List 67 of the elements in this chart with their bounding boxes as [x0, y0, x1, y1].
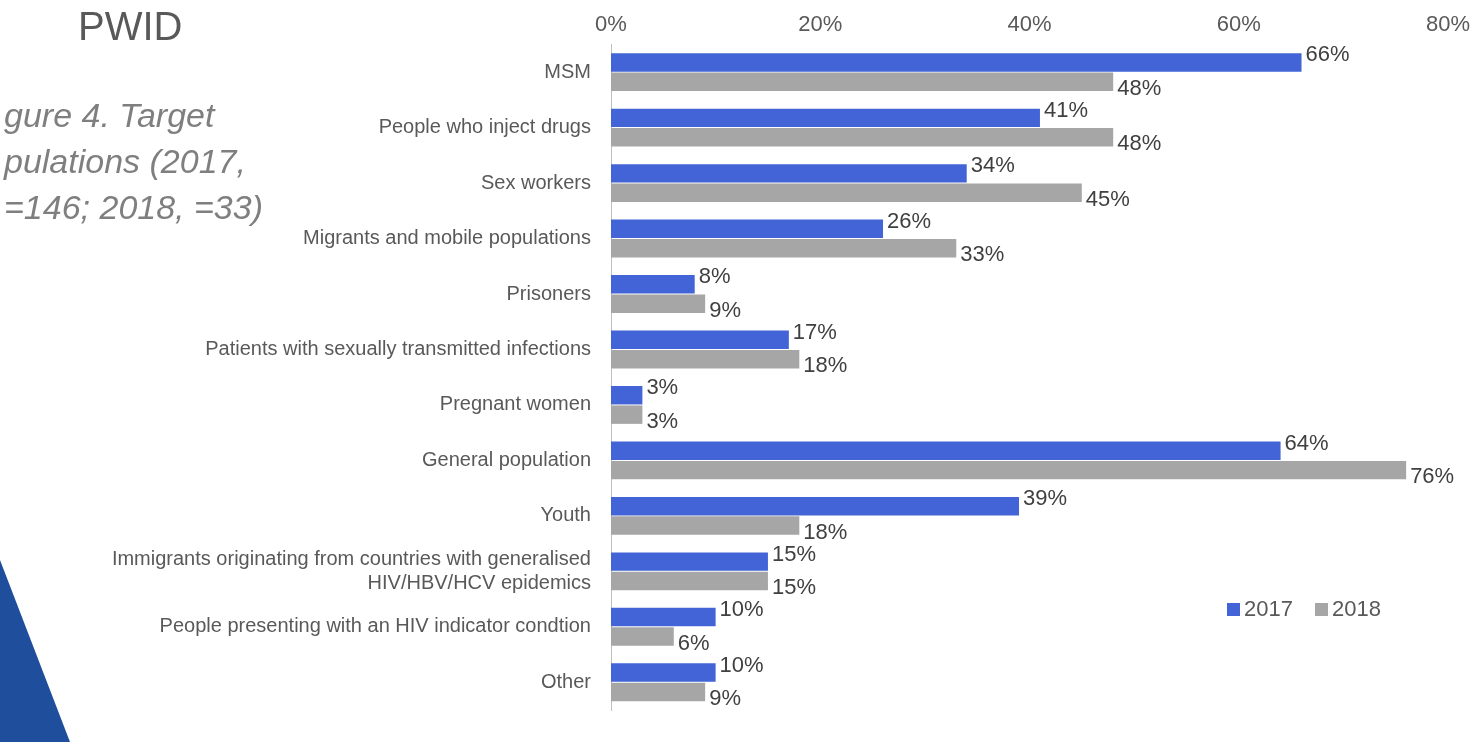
y-tick-label: Pregnant women	[439, 392, 591, 415]
data-label: 41%	[1043, 96, 1088, 122]
bar	[611, 516, 800, 535]
x-tick-label: 80%	[1425, 11, 1471, 37]
text: PWID	[78, 4, 183, 49]
bar	[611, 164, 967, 183]
y-tick-label: Patients with sexually transmitted infections	[205, 336, 591, 359]
legend-label: 2018	[1332, 596, 1381, 622]
bar	[611, 72, 1114, 92]
y-tick-label: General population	[421, 447, 591, 470]
bar	[611, 552, 768, 571]
data-label: 39%	[1023, 485, 1068, 511]
data-label: 10%	[719, 596, 764, 622]
data-label: 33%	[960, 241, 1005, 267]
data-label: 17%	[792, 318, 837, 344]
bar	[611, 349, 800, 369]
bar	[611, 496, 1020, 516]
text: gure 4. Target pulations (2017, =146; 2018, =33)	[4, 95, 264, 228]
y-tick-label: People who inject drugs	[378, 115, 591, 138]
data-label: 26%	[887, 207, 932, 233]
x-tick-label: 60%	[1216, 11, 1261, 37]
data-label: 8%	[698, 263, 731, 289]
bar	[611, 108, 1040, 128]
data-label: 66%	[1305, 41, 1350, 67]
data-label: 45%	[1085, 185, 1130, 211]
legend-label: 2017	[1244, 596, 1294, 622]
x-tick-label: 20%	[798, 11, 843, 37]
data-label: 18%	[803, 352, 848, 378]
y-tick-label: Immigrants originating from countries with generalised HIV/HBV/HCV epidemics	[111, 546, 591, 593]
y-tick-label: Sex workers	[480, 170, 591, 193]
data-label: 6%	[677, 629, 710, 655]
bar	[611, 239, 957, 258]
y-tick-label: Other	[540, 669, 592, 692]
data-label: 48%	[1117, 74, 1162, 100]
bar	[611, 128, 1114, 147]
data-label: 76%	[1410, 463, 1455, 489]
data-label: 15%	[771, 574, 816, 600]
y-tick-label: Youth	[540, 503, 591, 526]
bar	[611, 627, 674, 646]
x-tick-label: 0%	[595, 11, 627, 37]
data-label: 34%	[970, 152, 1015, 178]
bar	[611, 330, 789, 349]
y-tick-label: Migrants and mobile populations	[303, 226, 591, 249]
bar	[611, 460, 1407, 480]
y-tick-label: MSM	[544, 59, 591, 82]
bar	[611, 275, 695, 294]
bar	[611, 53, 1302, 72]
y-tick-label: Prisoners	[506, 281, 591, 304]
data-label: 9%	[709, 296, 741, 322]
data-label: 10%	[719, 651, 764, 677]
data-label: 3%	[646, 407, 679, 433]
data-label: 64%	[1284, 429, 1329, 455]
bar	[611, 571, 768, 591]
data-label: 3%	[646, 374, 679, 400]
bar	[611, 663, 716, 682]
bar	[611, 183, 1082, 202]
data-label: 9%	[709, 685, 741, 711]
bar	[611, 294, 706, 313]
bar	[611, 219, 884, 239]
bar	[611, 607, 716, 627]
x-tick-label: 40%	[1007, 11, 1052, 37]
bar	[611, 405, 643, 424]
bar	[611, 441, 1281, 460]
data-label: 48%	[1117, 130, 1162, 156]
bar	[611, 682, 706, 702]
bar	[611, 386, 643, 405]
y-tick-label: People presenting with an HIV indicator condtion	[159, 614, 591, 637]
